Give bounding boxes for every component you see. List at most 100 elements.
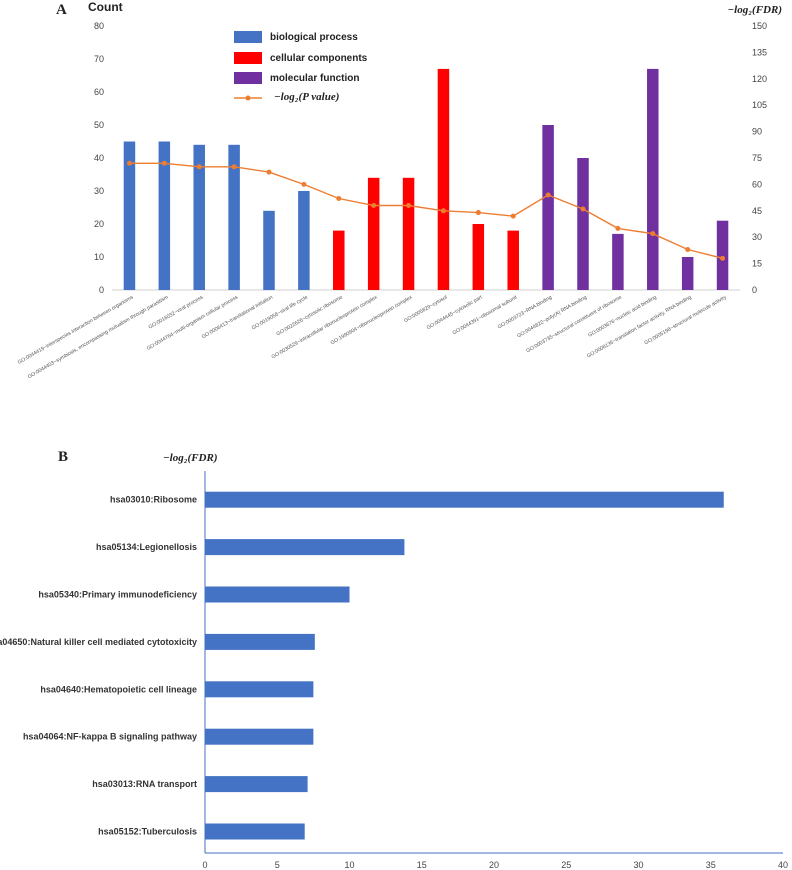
line-point-pvalue <box>475 210 481 216</box>
bar-count <box>158 141 171 290</box>
legend-swatch-cellular-components <box>234 52 262 64</box>
y-tick-label-right: 90 <box>752 127 762 137</box>
panel-a-plot: 0 10 20 30 40 50 60 70 80 0 15 30 45 60 75 90 105 120 135 1… <box>17 21 767 380</box>
legend-line-marker <box>245 95 251 101</box>
legend-swatch-biological-process <box>234 31 262 43</box>
bar-pathway <box>205 681 314 698</box>
bar-pathway <box>205 491 724 508</box>
line-point-pvalue <box>266 169 272 175</box>
bar-count <box>507 230 519 290</box>
line-point-pvalue <box>406 203 412 209</box>
bar-count <box>367 177 380 290</box>
line-point-pvalue <box>685 247 691 253</box>
y-tick-label-right: 75 <box>752 153 762 163</box>
y-tick-label-right: 30 <box>752 232 762 242</box>
y-tick-label-left: 10 <box>94 252 104 262</box>
bar-count <box>333 230 345 290</box>
x-tick-label: 30 <box>633 860 643 870</box>
bar-pathway <box>205 586 350 603</box>
line-point-pvalue <box>510 213 516 219</box>
line-point-pvalue <box>161 160 167 166</box>
x-tick-label: 35 <box>706 860 716 870</box>
legend-label-line: −log₂(P value) <box>274 91 339 103</box>
x-tick-label: 0 <box>202 860 207 870</box>
legend-label-biological-process: biological process <box>270 32 358 43</box>
bar-count <box>612 233 624 290</box>
bar-count <box>123 141 136 290</box>
bar-count <box>577 158 589 290</box>
bar-pathway <box>205 823 305 840</box>
y-category-label: hsa04640:Hematopoietic cell lineage <box>40 684 197 694</box>
bar-count <box>193 144 205 290</box>
line-point-pvalue <box>126 160 132 166</box>
bar-count <box>647 68 659 291</box>
x-tick-label: 5 <box>275 860 280 870</box>
x-category-label: GO:0006413~translational initiation <box>201 294 274 340</box>
panel-b-letter: B <box>58 449 68 465</box>
y-tick-label-right: 15 <box>752 259 762 269</box>
y-tick-label-right: 45 <box>752 206 762 216</box>
line-point-pvalue <box>440 208 446 214</box>
y-category-label: hsa04650:Natural killer cell mediated cy… <box>0 637 197 647</box>
x-tick-label: 15 <box>417 860 427 870</box>
line-point-pvalue <box>301 181 307 187</box>
panel-b-plot: 0 5 10 15 20 25 30 35 40 hsa03010:Ribosome hsa0513… <box>0 491 788 870</box>
x-tick-label: 40 <box>778 860 788 870</box>
y-tick-label-right: 120 <box>752 74 767 84</box>
y-category-label: hsa03013:RNA transport <box>92 779 197 789</box>
y-tick-label-left: 70 <box>94 54 104 64</box>
y-tick-label-right: 0 <box>752 285 757 295</box>
legend-label-molecular-function: molecular function <box>270 73 359 84</box>
y-tick-label-right: 60 <box>752 179 762 189</box>
y-tick-label-left: 0 <box>99 285 104 295</box>
bar-count <box>437 68 450 291</box>
y-tick-label-left: 40 <box>94 153 104 163</box>
panel-a-right-axis-title: −log₂(FDR) <box>727 4 782 16</box>
bar-pathway <box>205 776 308 793</box>
x-category-label: GO:0044391~ribosomal subunit <box>452 294 519 336</box>
bar-count <box>402 177 415 290</box>
x-category-label: GO:0003676~nucleic acid binding <box>587 294 658 338</box>
legend-swatch-molecular-function <box>234 72 262 84</box>
line-point-pvalue <box>196 164 202 170</box>
panel-b-axis-title: −log₂(FDR) <box>163 452 218 464</box>
y-tick-label-left: 30 <box>94 186 104 196</box>
y-category-label: hsa05134:Legionellosis <box>96 542 197 552</box>
line-point-pvalue <box>336 195 342 201</box>
y-tick-label-left: 20 <box>94 219 104 229</box>
y-tick-label-left: 60 <box>94 87 104 97</box>
bar-count <box>716 220 729 290</box>
bar-count <box>228 144 240 290</box>
bar-count <box>263 210 275 290</box>
bar-count <box>542 125 554 290</box>
bar-pathway <box>205 539 405 556</box>
x-category-label: GO:0044419~interspecies interaction betw… <box>17 294 135 366</box>
y-tick-label-right: 150 <box>752 21 767 31</box>
y-tick-label-right: 105 <box>752 100 767 110</box>
line-point-pvalue <box>371 203 377 209</box>
panel-a-left-axis-title: Count <box>88 0 123 14</box>
line-point-pvalue <box>231 164 237 170</box>
line-series-pvalue <box>129 162 723 259</box>
y-tick-label-right: 135 <box>752 47 767 57</box>
bar-pathway <box>205 728 314 745</box>
line-point-pvalue <box>720 255 726 261</box>
line-point-pvalue <box>580 206 586 212</box>
bar-count <box>472 224 485 290</box>
line-point-pvalue <box>650 231 656 237</box>
x-category-label: GO:0022626~cytosolic ribosome <box>275 294 343 337</box>
y-category-label: hsa05152:Tuberculosis <box>98 827 197 837</box>
line-point-pvalue <box>615 225 621 231</box>
bar-count <box>298 191 310 290</box>
bar-pathway <box>205 633 315 650</box>
x-tick-label: 25 <box>561 860 571 870</box>
y-category-label: hsa03010:Ribosome <box>110 495 197 505</box>
x-tick-label: 20 <box>489 860 499 870</box>
x-tick-label: 10 <box>344 860 354 870</box>
y-category-label: hsa04064:NF-kappa B signaling pathway <box>23 732 197 742</box>
y-tick-label-left: 80 <box>94 21 104 31</box>
y-category-label: hsa05340:Primary immunodeficiency <box>38 590 197 600</box>
panel-a-letter: A <box>56 2 67 18</box>
line-point-pvalue <box>545 192 551 198</box>
